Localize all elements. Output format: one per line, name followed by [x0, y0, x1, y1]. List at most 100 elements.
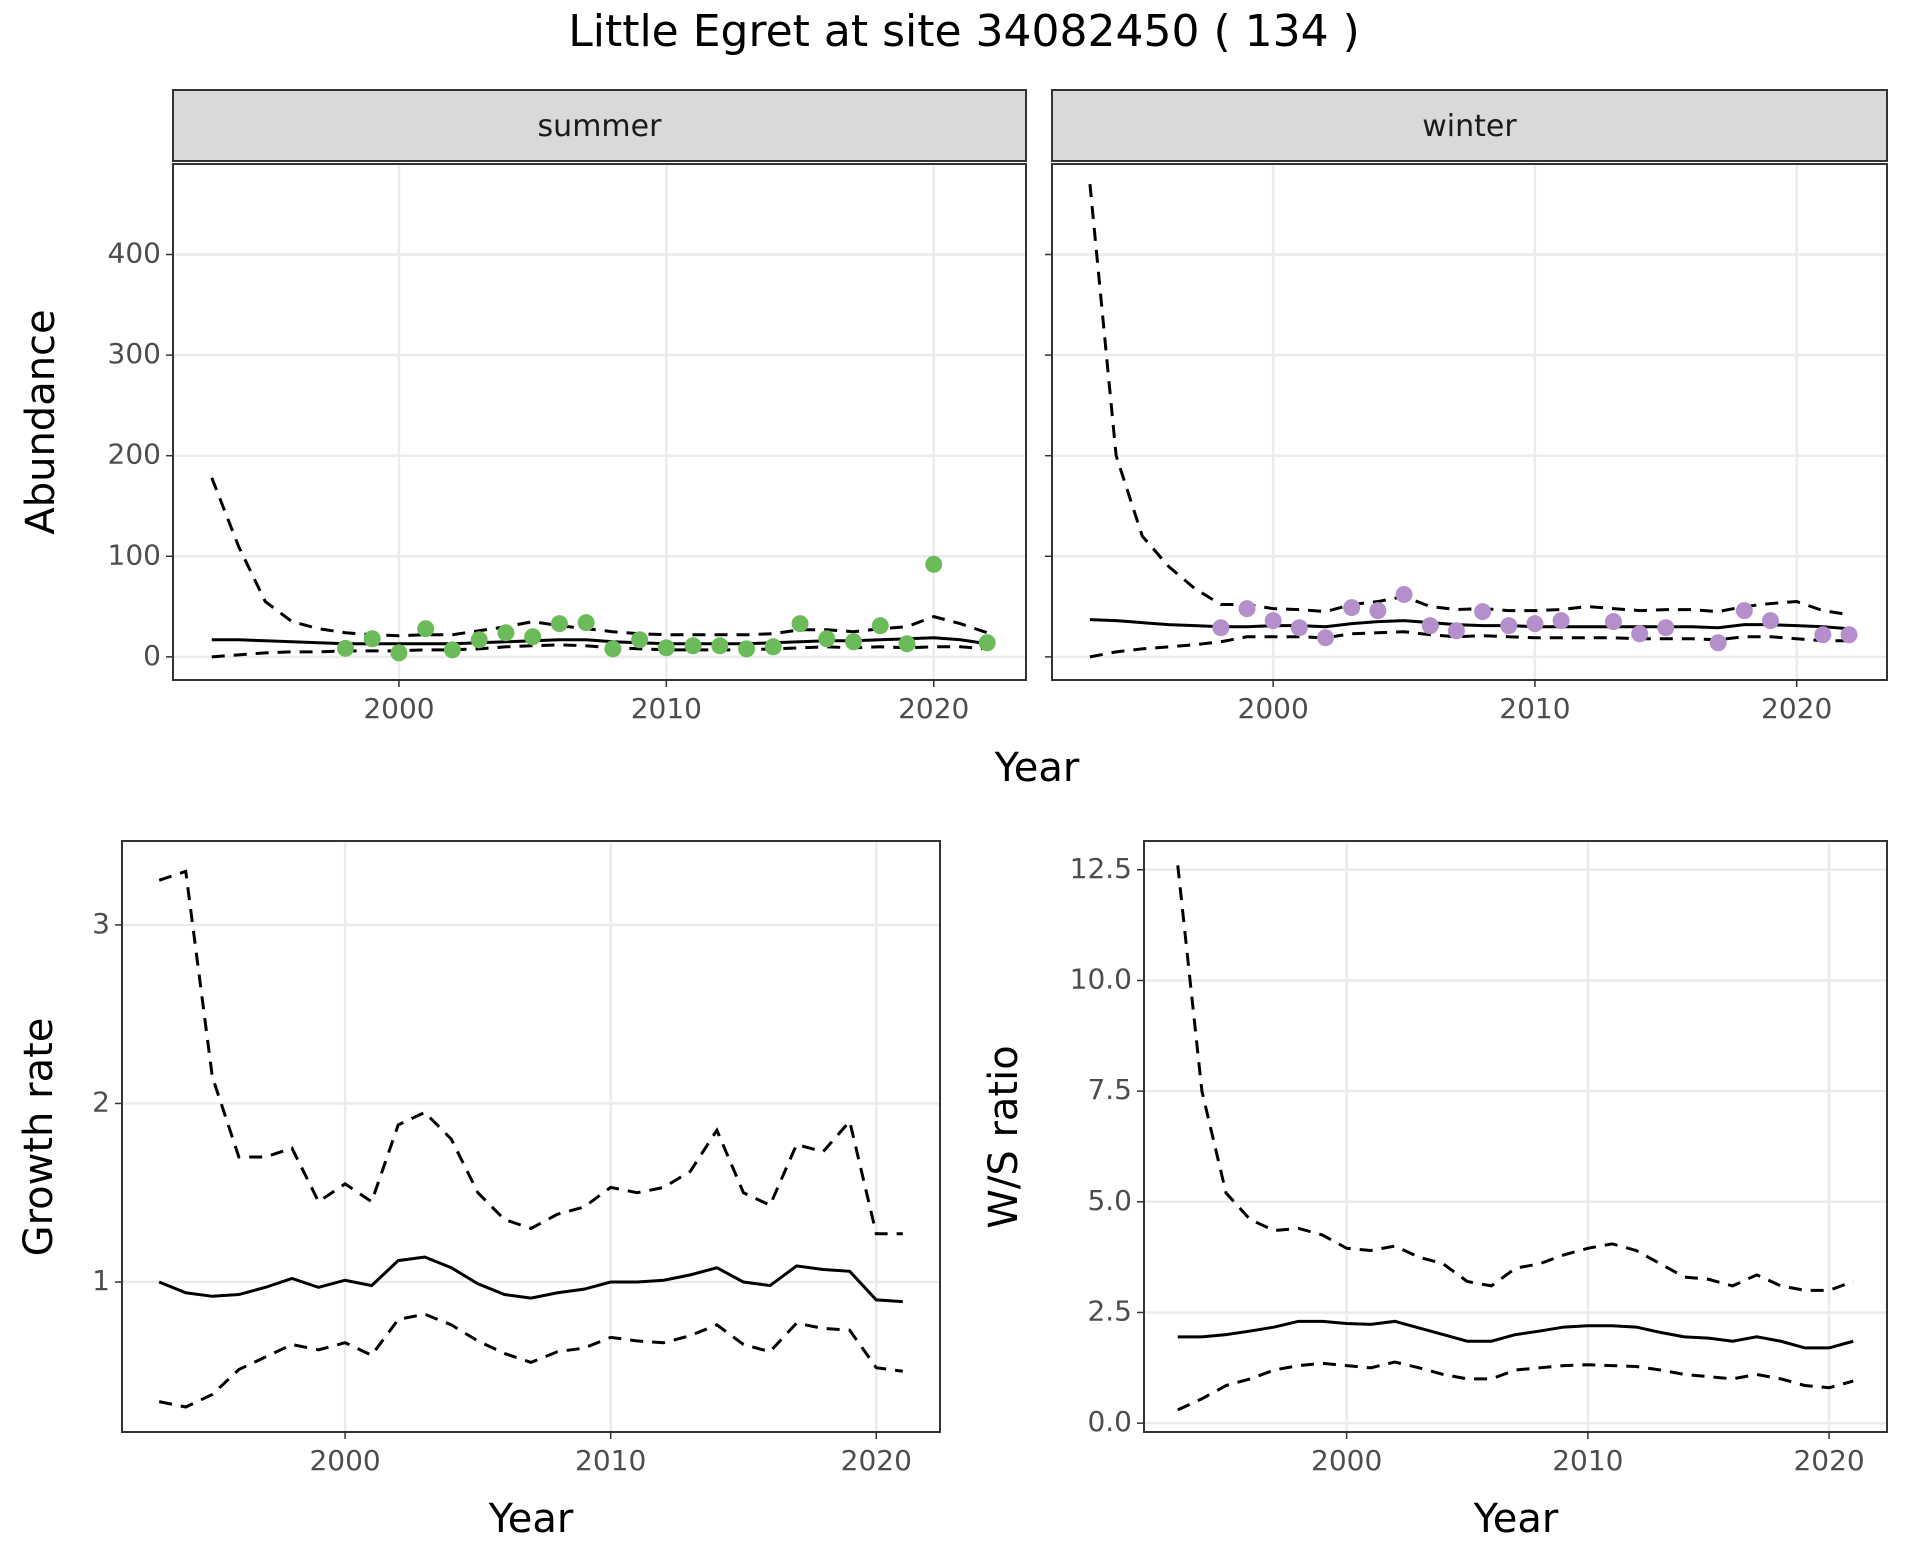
point: [738, 640, 756, 658]
point: [363, 630, 381, 648]
point: [1395, 586, 1413, 604]
point: [1317, 629, 1335, 647]
point: [604, 640, 622, 658]
point: [1814, 626, 1832, 644]
dashed-line: [210, 477, 988, 638]
x-tick-label: 2010: [631, 692, 702, 725]
point: [1343, 599, 1361, 617]
point: [577, 614, 595, 632]
x-tick-label: 2010: [1499, 692, 1570, 725]
point: [524, 628, 542, 646]
line: [158, 1255, 903, 1304]
point: [871, 617, 889, 635]
x-tick-label: 2010: [1552, 1444, 1623, 1477]
point: [711, 637, 729, 655]
y-tick-label: 100: [108, 538, 161, 571]
facet-strip: [1051, 89, 1888, 162]
y-tick-label: 300: [108, 337, 161, 370]
y-tick-label: 5.0: [1087, 1184, 1132, 1217]
dashed-line: [1089, 630, 1850, 659]
x-tick-label: 2000: [363, 692, 434, 725]
point: [818, 630, 836, 648]
y-tick-label: 2: [92, 1085, 110, 1118]
facet-label: summer: [538, 109, 663, 144]
panel-background: [173, 164, 1026, 680]
point: [845, 633, 863, 651]
dashed-line: [158, 869, 903, 1236]
point: [1552, 612, 1570, 630]
point: [1709, 634, 1727, 652]
point: [1238, 600, 1256, 618]
y-tick-label: 400: [108, 237, 161, 270]
point: [1631, 625, 1649, 643]
point: [791, 615, 809, 633]
y-axis-title: Growth rate: [16, 1018, 62, 1257]
panel-background: [1052, 164, 1887, 680]
point: [1212, 619, 1230, 637]
y-axis-title: Abundance: [18, 309, 64, 534]
point: [631, 631, 649, 649]
point: [1474, 603, 1492, 621]
point: [657, 639, 675, 657]
point: [1369, 602, 1387, 620]
point: [1604, 613, 1622, 631]
x-axis-title: Year: [488, 1496, 574, 1542]
line: [1177, 1319, 1854, 1350]
point: [684, 637, 702, 655]
facet-strip: [172, 89, 1027, 162]
panel-border: [1051, 163, 1888, 681]
y-tick-label: 12.5: [1070, 852, 1132, 885]
point: [336, 639, 354, 657]
point: [1290, 619, 1308, 637]
facet-label: winter: [1422, 109, 1517, 144]
point: [390, 644, 408, 662]
point: [550, 615, 568, 633]
y-tick-label: 1: [92, 1264, 110, 1297]
dashed-line: [1088, 183, 1850, 617]
point: [1421, 617, 1439, 635]
dashed-line: [1177, 1360, 1854, 1412]
point: [764, 638, 782, 656]
y-tick-label: 200: [108, 438, 161, 471]
y-tick-label: 2.5: [1087, 1294, 1132, 1327]
point: [1762, 612, 1780, 630]
point: [1500, 617, 1518, 635]
point: [1657, 619, 1675, 637]
point: [1526, 615, 1544, 633]
panel-border: [172, 163, 1027, 681]
x-tick-label: 2020: [1793, 1444, 1864, 1477]
point: [443, 641, 461, 659]
x-tick-label: 2010: [575, 1444, 646, 1477]
y-axis-title: W/S ratio: [981, 1045, 1027, 1228]
x-tick-label: 2020: [841, 1444, 912, 1477]
point: [417, 620, 435, 638]
x-tick-label: 2000: [1311, 1444, 1382, 1477]
x-tick-label: 2020: [1761, 692, 1832, 725]
point: [1447, 622, 1465, 640]
dashed-line: [158, 1312, 904, 1409]
x-axis-title: Year: [994, 745, 1080, 791]
point: [898, 635, 916, 653]
y-tick-label: 10.0: [1070, 962, 1132, 995]
x-tick-label: 2020: [898, 692, 969, 725]
point: [1264, 612, 1282, 630]
point: [1840, 626, 1858, 644]
point: [925, 555, 943, 573]
x-axis-title: Year: [1473, 1496, 1559, 1542]
x-tick-label: 2000: [1238, 692, 1309, 725]
point: [470, 631, 488, 649]
panel-border: [121, 840, 941, 1433]
x-tick-label: 2000: [309, 1444, 380, 1477]
y-tick-label: 7.5: [1087, 1073, 1132, 1106]
y-tick-label: 3: [92, 907, 110, 940]
point: [978, 634, 996, 652]
panel-background: [1144, 841, 1887, 1432]
y-tick-label: 0.0: [1087, 1405, 1132, 1438]
point: [1735, 602, 1753, 620]
y-tick-label: 0: [143, 639, 161, 672]
panel-border: [1143, 840, 1888, 1433]
point: [497, 624, 515, 642]
panel-background: [122, 841, 940, 1432]
